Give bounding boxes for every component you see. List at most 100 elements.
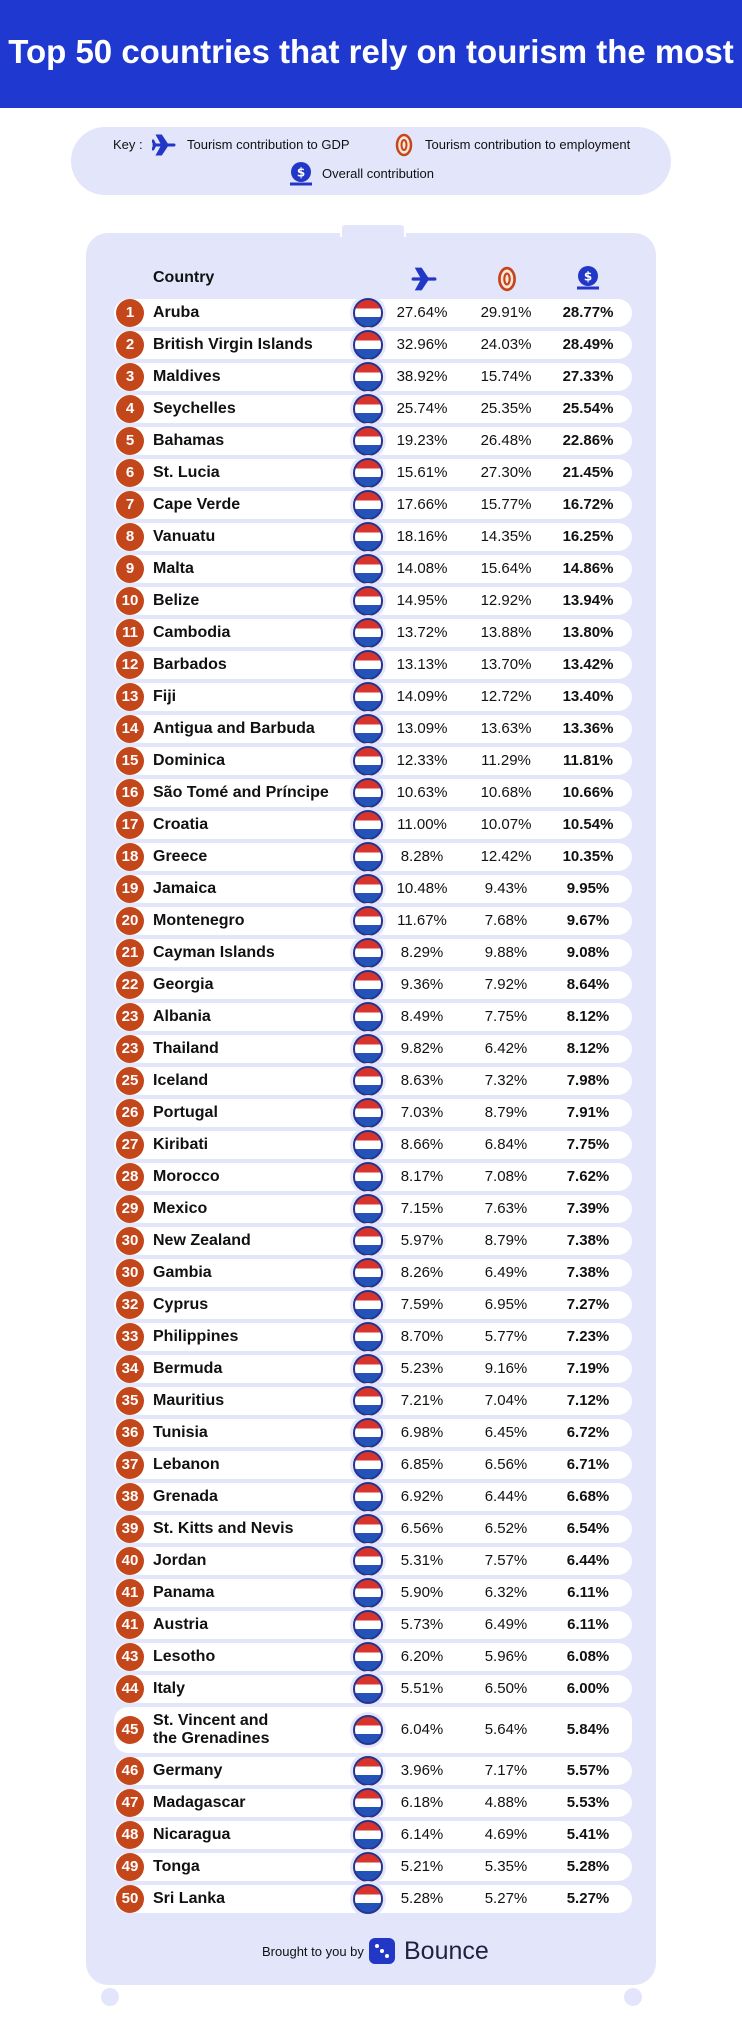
overall-value: 13.40%	[562, 688, 614, 705]
flag	[353, 1514, 383, 1544]
gdp-value: 6.18%	[400, 1794, 444, 1811]
rank-badge: 45	[116, 1716, 144, 1744]
gdp-value: 14.95%	[396, 592, 448, 609]
flag	[353, 394, 383, 424]
flag	[353, 1386, 383, 1416]
country-name: Italy	[153, 1680, 186, 1697]
employment-value: 9.16%	[484, 1360, 528, 1377]
country-name: Croatia	[153, 816, 209, 833]
flag	[353, 1715, 383, 1745]
country-name: Jamaica	[153, 880, 217, 897]
flag	[353, 874, 383, 904]
rank-badge: 12	[116, 651, 144, 679]
flag	[353, 1756, 383, 1786]
rank-badge: 3	[116, 363, 144, 391]
employment-value: 13.63%	[480, 720, 532, 737]
country-name: Portugal	[153, 1104, 218, 1121]
country-name: Aruba	[153, 304, 200, 321]
country-name: New Zealand	[153, 1232, 251, 1249]
overall-value: 9.08%	[566, 944, 610, 961]
gdp-value: 14.09%	[396, 688, 448, 705]
overall-value: 5.27%	[566, 1890, 610, 1907]
employment-value: 7.17%	[484, 1762, 528, 1779]
employment-value: 6.44%	[484, 1488, 528, 1505]
gdp-value: 8.49%	[400, 1008, 444, 1025]
gdp-value: 13.72%	[396, 624, 448, 641]
flag	[353, 1354, 383, 1384]
country-name: Grenada	[153, 1488, 218, 1505]
overall-column-icon: $	[577, 266, 599, 290]
key-box	[71, 127, 671, 195]
overall-value: 28.49%	[562, 336, 614, 353]
overall-value: 6.72%	[566, 1424, 610, 1441]
country-name: Gambia	[153, 1264, 212, 1281]
decor-dot	[101, 1988, 119, 2006]
employment-value: 15.64%	[480, 560, 532, 577]
overall-value: 25.54%	[562, 400, 614, 417]
rank-badge: 41	[116, 1611, 144, 1639]
employment-value: 25.35%	[480, 400, 532, 417]
overall-value: 6.11%	[567, 1584, 609, 1601]
country-name: Thailand	[153, 1040, 219, 1057]
country-name: Bermuda	[153, 1360, 223, 1377]
overall-value: 7.91%	[566, 1104, 610, 1121]
rank-badge: 11	[116, 619, 144, 647]
employment-value: 15.77%	[480, 496, 532, 513]
gdp-value: 6.98%	[400, 1424, 444, 1441]
overall-value: 7.23%	[566, 1328, 610, 1345]
flag	[353, 1322, 383, 1352]
employment-value: 5.64%	[484, 1721, 528, 1738]
flag	[353, 682, 383, 712]
employment-value: 6.50%	[484, 1680, 528, 1697]
overall-value: 7.12%	[566, 1392, 610, 1409]
employment-value: 4.88%	[484, 1794, 528, 1811]
employment-value: 13.88%	[480, 624, 532, 641]
overall-value: 27.33%	[562, 368, 614, 385]
overall-value: 13.94%	[562, 592, 614, 609]
country-name: Fiji	[153, 688, 177, 705]
overall-value: 11.81%	[562, 752, 614, 769]
gdp-value: 5.21%	[400, 1858, 444, 1875]
gdp-value: 18.16%	[396, 528, 448, 545]
country-name: Madagascar	[153, 1794, 246, 1811]
overall-value: 6.44%	[566, 1552, 610, 1569]
employment-value: 12.42%	[480, 848, 532, 865]
country-name: Germany	[153, 1762, 223, 1779]
overall-value: 14.86%	[562, 560, 614, 577]
overall-value: 16.25%	[562, 528, 614, 545]
overall-value: 10.35%	[562, 848, 614, 865]
flag	[353, 1788, 383, 1818]
gdp-value: 14.08%	[396, 560, 448, 577]
rank-badge: 47	[116, 1789, 144, 1817]
flag	[353, 1258, 383, 1288]
employment-value: 7.32%	[484, 1072, 528, 1089]
rank-badge: 50	[116, 1885, 144, 1913]
country-name: St. Lucia	[153, 464, 220, 481]
overall-value: 10.66%	[562, 784, 614, 801]
flag	[353, 1852, 383, 1882]
employment-value: 8.79%	[484, 1232, 528, 1249]
overall-value: 5.53%	[566, 1794, 610, 1811]
employment-value: 6.49%	[484, 1264, 528, 1281]
overall-value: 6.54%	[566, 1520, 610, 1537]
gdp-value: 7.59%	[400, 1296, 444, 1313]
overall-value: 6.08%	[566, 1648, 610, 1665]
gdp-value: 3.96%	[400, 1762, 444, 1779]
rank-badge: 2	[116, 331, 144, 359]
overall-value: 28.77%	[562, 304, 614, 321]
overall-value: 8.64%	[566, 976, 610, 993]
employment-value: 5.35%	[484, 1858, 528, 1875]
plane-icon	[152, 134, 176, 156]
gdp-column-icon	[411, 267, 437, 291]
country-name: Cape Verde	[153, 496, 241, 513]
employment-value: 7.08%	[484, 1168, 528, 1185]
rank-badge: 22	[116, 971, 144, 999]
country-name: Vanuatu	[153, 528, 216, 545]
gdp-value: 9.36%	[400, 976, 444, 993]
key-employment: Tourism contribution to employment	[425, 137, 631, 152]
rank-badge: 48	[116, 1821, 144, 1849]
country-name: Barbados	[153, 656, 227, 673]
country-name: Seychelles	[153, 400, 236, 417]
gdp-value: 6.04%	[400, 1721, 444, 1738]
country-header: Country	[153, 269, 215, 286]
